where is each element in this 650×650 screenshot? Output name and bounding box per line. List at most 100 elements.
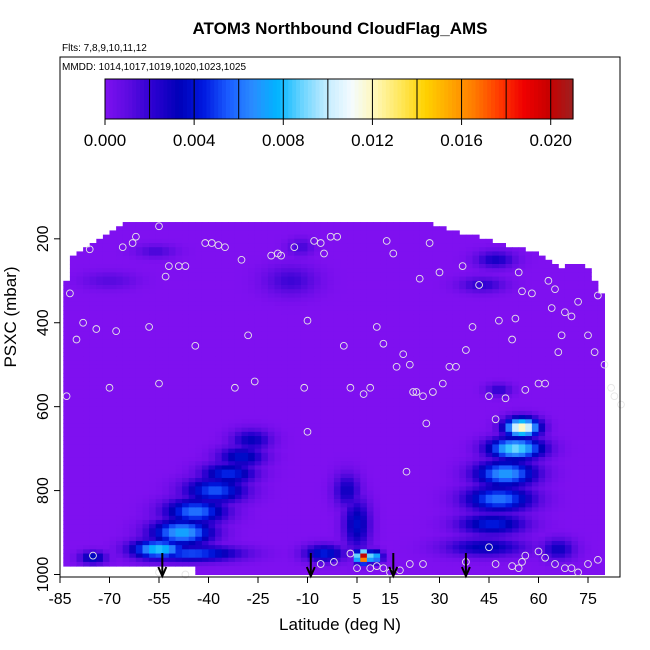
heatmap-cell [347,347,355,353]
heatmap-cell [76,297,84,303]
heatmap-cell [175,322,183,328]
heatmap-cell [287,377,295,382]
heatmap-cell [102,549,110,555]
heatmap-cell [267,570,275,575]
heatmap-cell [333,322,341,328]
heatmap-cell [413,247,421,252]
heatmap-cell [102,259,110,265]
heatmap-cell [63,284,71,290]
heatmap-cell [261,427,269,433]
heatmap-cell [267,385,275,391]
heatmap-cell [83,482,91,487]
heatmap-cell [320,440,328,445]
heatmap-cell [234,465,242,471]
heatmap-cell [168,305,176,311]
heatmap-cell [281,431,289,437]
heatmap-cell [327,524,335,529]
heatmap-cell [386,511,394,517]
heatmap-cell [360,247,368,252]
heatmap-cell [267,310,275,315]
heatmap-cell [386,255,394,261]
heatmap-cell [241,373,249,378]
heatmap-cell [69,373,77,378]
heatmap-cell [175,293,183,299]
heatmap-cell [274,305,282,311]
heatmap-cell [347,498,355,504]
heatmap-cell [281,339,289,345]
heatmap-cell [248,360,256,366]
heatmap-cell [446,289,454,294]
heatmap-cell [340,490,348,496]
heatmap-cell [168,368,176,374]
heatmap-cell [287,561,295,567]
heatmap-cell [333,549,341,555]
heatmap-cell [353,263,361,269]
heatmap-cell [234,486,242,492]
heatmap-cell [426,507,434,513]
heatmap-cell [267,238,275,244]
heatmap-cell [393,255,401,261]
heatmap-cell [135,482,143,487]
heatmap-cell [162,423,170,429]
heatmap-cell [340,419,348,424]
heatmap-cell [135,540,143,546]
heatmap-cell [63,553,71,559]
heatmap-cell [439,389,447,395]
heatmap-cell [221,528,229,534]
heatmap-cell [432,519,440,525]
heatmap-cell [201,524,209,529]
heatmap-cell [155,498,163,504]
heatmap-cell [261,528,269,534]
heatmap-cell [413,402,421,408]
heatmap-cell [267,314,275,320]
heatmap-cell [419,473,427,479]
heatmap-cell [406,394,414,399]
heatmap-cell [353,570,361,575]
heatmap-cell [413,280,421,286]
heatmap-cell [281,230,289,236]
heatmap-cell [175,427,183,433]
heatmap-cell [281,247,289,252]
heatmap-cell [195,423,203,429]
heatmap-cell [386,457,394,462]
heatmap-cell [333,259,341,265]
heatmap-cell [294,519,302,525]
heatmap-cell [287,293,295,299]
heatmap-cell [254,368,262,374]
heatmap-cell [340,352,348,357]
heatmap-cell [347,322,355,328]
heatmap-cell [274,553,282,559]
heatmap-cell [195,482,203,487]
heatmap-cell [373,310,381,315]
heatmap-cell [182,276,190,282]
heatmap-cell [175,318,183,324]
colorbar-segment [194,79,200,119]
heatmap-cell [234,318,242,324]
heatmap-cell [294,314,302,320]
heatmap-cell [373,243,381,248]
heatmap-cell [168,490,176,496]
heatmap-cell [380,305,388,311]
heatmap-cell [254,561,262,567]
heatmap-cell [175,528,183,534]
heatmap-cell [83,251,91,257]
heatmap-cell [168,310,176,315]
heatmap-cell [320,444,328,450]
heatmap-cell [149,364,157,370]
heatmap-cell [89,457,97,462]
heatmap-cell [333,226,341,231]
heatmap-cell [221,494,229,500]
heatmap-cell [386,352,394,357]
heatmap-cell [386,226,394,231]
heatmap-cell [201,364,209,370]
heatmap-cell [393,356,401,362]
heatmap-cell [228,419,236,424]
heatmap-cell [228,331,236,336]
heatmap-cell [333,364,341,370]
heatmap-cell [261,532,269,538]
heatmap-cell [426,540,434,546]
heatmap-cell [96,490,104,496]
heatmap-cell [320,356,328,362]
heatmap-cell [175,457,183,462]
heatmap-cell [426,532,434,538]
